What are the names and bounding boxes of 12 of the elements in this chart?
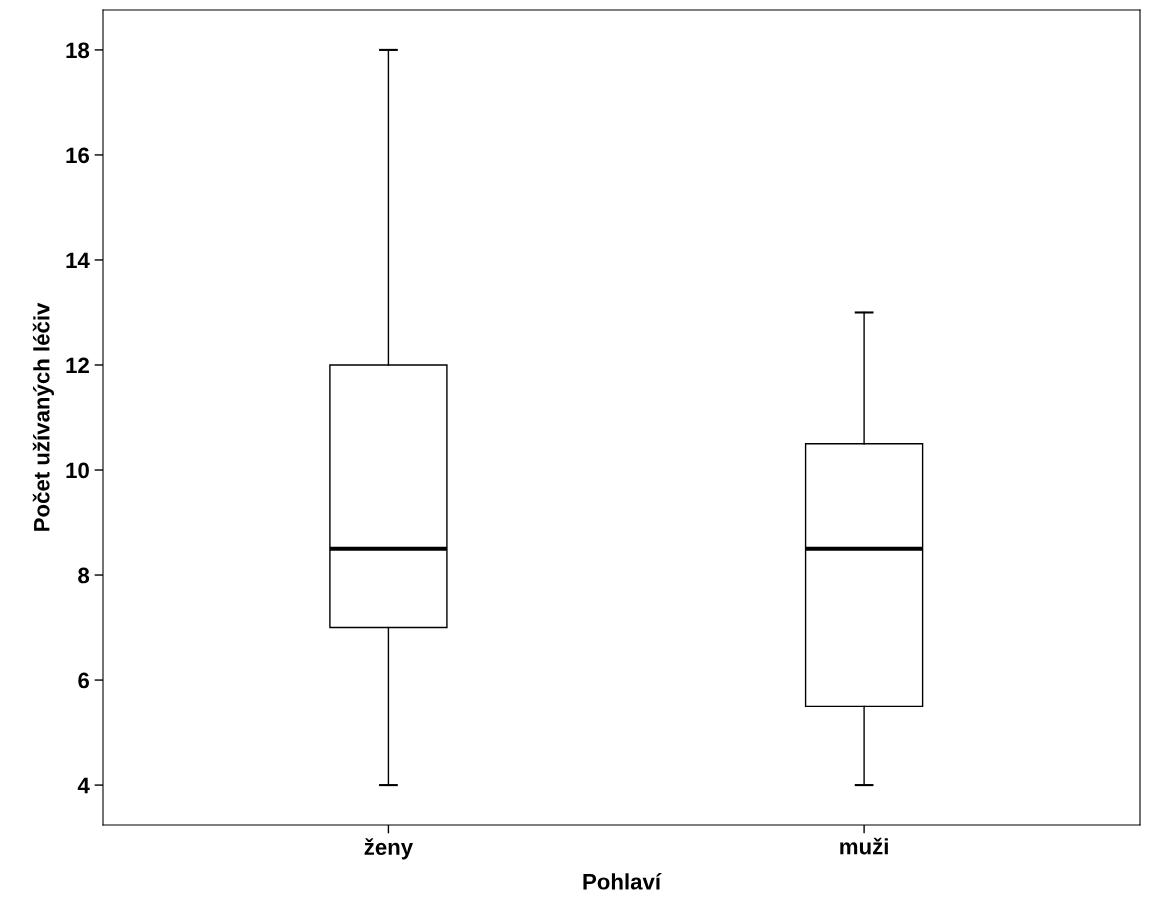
y-tick-label: 16 (66, 147, 89, 164)
y-tick-label: 4 (77, 777, 90, 794)
y-tick-label: 14 (66, 252, 90, 269)
x-tick-label: ženy (364, 838, 413, 860)
y-tick-label: 8 (78, 567, 90, 584)
x-tick-label: muži (840, 837, 888, 855)
y-tick-label: 18 (66, 42, 90, 59)
y-tick-label: 12 (66, 357, 89, 374)
y-tick-label: 6 (78, 672, 89, 689)
x-axis-title: Pohlaví (583, 873, 662, 890)
y-axis-title: Počet užívaných léčiv (32, 302, 54, 531)
y-tick-label: 10 (66, 462, 89, 479)
